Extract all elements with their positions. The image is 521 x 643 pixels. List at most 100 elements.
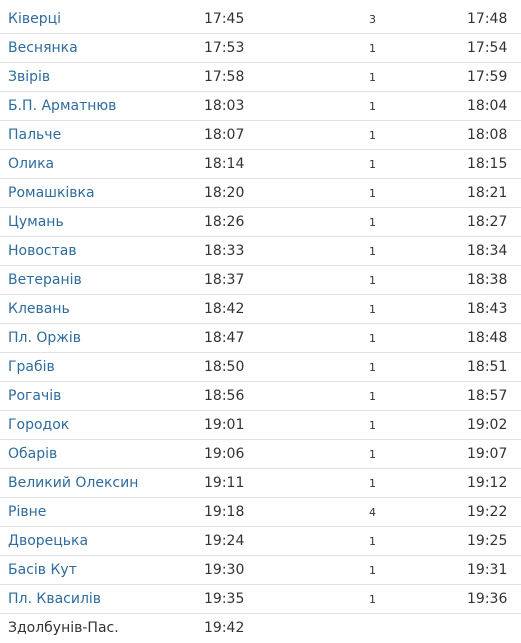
arrival-time: 17:53 — [204, 40, 245, 56]
station-link[interactable]: Дворецька — [8, 533, 89, 549]
stop-duration: 1 — [369, 332, 376, 345]
table-row: Новостав 18:33 1 18:34 — [0, 237, 521, 266]
station-link[interactable]: Клевань — [8, 301, 70, 317]
table-row: Городок 19:01 1 19:02 — [0, 411, 521, 440]
stop-duration: 1 — [369, 71, 376, 84]
stop-duration: 3 — [369, 13, 376, 26]
departure-time: 18:04 — [467, 98, 508, 114]
table-row: Б.П. Арматнюв 18:03 1 18:04 — [0, 92, 521, 121]
station-link[interactable]: Б.П. Арматнюв — [8, 98, 117, 114]
departure-time: 18:38 — [467, 272, 508, 288]
arrival-time: 18:26 — [204, 214, 245, 230]
departure-time: 19:02 — [467, 417, 508, 433]
table-row: Ромашківка 18:20 1 18:21 — [0, 179, 521, 208]
arrival-time: 18:50 — [204, 359, 245, 375]
arrival-time: 18:07 — [204, 127, 245, 143]
arrival-time: 19:01 — [204, 417, 245, 433]
stop-duration: 1 — [369, 158, 376, 171]
stop-duration: 1 — [369, 274, 376, 287]
station-link[interactable]: Грабів — [8, 359, 55, 375]
departure-time: 17:59 — [467, 69, 508, 85]
departure-time: 18:27 — [467, 214, 508, 230]
arrival-time: 19:24 — [204, 533, 245, 549]
table-row: Обарів 19:06 1 19:07 — [0, 440, 521, 469]
table-row: Ківерці 17:45 3 17:48 — [0, 5, 521, 34]
departure-time: 17:54 — [467, 40, 508, 56]
station-link[interactable]: Рогачів — [8, 388, 62, 404]
station-link[interactable]: Олика — [8, 156, 55, 172]
arrival-time: 18:20 — [204, 185, 245, 201]
table-row: Звірів 17:58 1 17:59 — [0, 63, 521, 92]
stop-duration: 1 — [369, 245, 376, 258]
departure-time: 19:31 — [467, 562, 508, 578]
station-link[interactable]: Ромашківка — [8, 185, 95, 201]
arrival-time: 19:42 — [204, 620, 245, 636]
stop-duration: 1 — [369, 593, 376, 606]
station-link[interactable]: Пл. Оржів — [8, 330, 82, 346]
departure-time: 18:43 — [467, 301, 508, 317]
arrival-time: 18:56 — [204, 388, 245, 404]
station-link[interactable]: Обарів — [8, 446, 58, 462]
arrival-time: 18:47 — [204, 330, 245, 346]
arrival-time: 19:06 — [204, 446, 245, 462]
table-row: Пл. Квасилів 19:35 1 19:36 — [0, 585, 521, 614]
station-link[interactable]: Ківерці — [8, 11, 61, 27]
station-link[interactable]: Ветеранів — [8, 272, 82, 288]
stop-duration: 4 — [369, 506, 376, 519]
departure-time: 18:48 — [467, 330, 508, 346]
departure-time: 18:34 — [467, 243, 508, 259]
departure-time: 18:21 — [467, 185, 508, 201]
stop-duration: 1 — [369, 187, 376, 200]
departure-time: 19:25 — [467, 533, 508, 549]
table-row: Олика 18:14 1 18:15 — [0, 150, 521, 179]
station-link[interactable]: Басів Кут — [8, 562, 77, 578]
table-row: Дворецька 19:24 1 19:25 — [0, 527, 521, 556]
station-link[interactable]: Цумань — [8, 214, 64, 230]
station-link[interactable]: Пальче — [8, 127, 62, 143]
arrival-time: 18:37 — [204, 272, 245, 288]
train-schedule-table: Ківерці 17:45 3 17:48 Веснянка 17:53 1 1… — [0, 5, 521, 642]
station-link[interactable]: Рівне — [8, 504, 47, 520]
table-row: Пальче 18:07 1 18:08 — [0, 121, 521, 150]
arrival-time: 17:58 — [204, 69, 245, 85]
station-link[interactable]: Пл. Квасилів — [8, 591, 102, 607]
table-row: Грабів 18:50 1 18:51 — [0, 353, 521, 382]
stop-duration: 1 — [369, 448, 376, 461]
station-link[interactable]: Великий Олексин — [8, 475, 139, 491]
table-row: Рогачів 18:56 1 18:57 — [0, 382, 521, 411]
arrival-time: 19:30 — [204, 562, 245, 578]
station-name: Здолбунів-Пас. — [8, 620, 119, 636]
arrival-time: 19:18 — [204, 504, 245, 520]
stop-duration: 1 — [369, 564, 376, 577]
station-link[interactable]: Веснянка — [8, 40, 78, 56]
departure-time: 19:07 — [467, 446, 508, 462]
table-row: Веснянка 17:53 1 17:54 — [0, 34, 521, 63]
departure-time: 18:51 — [467, 359, 508, 375]
departure-time: 17:48 — [467, 11, 508, 27]
stop-duration: 1 — [369, 129, 376, 142]
station-link[interactable]: Новостав — [8, 243, 77, 259]
departure-time: 19:22 — [467, 504, 508, 520]
arrival-time: 19:35 — [204, 591, 245, 607]
arrival-time: 19:11 — [204, 475, 245, 491]
arrival-time: 18:14 — [204, 156, 245, 172]
arrival-time: 18:42 — [204, 301, 245, 317]
stop-duration: 1 — [369, 42, 376, 55]
departure-time: 19:36 — [467, 591, 508, 607]
departure-time: 18:57 — [467, 388, 508, 404]
table-row: Рівне 19:18 4 19:22 — [0, 498, 521, 527]
table-row: Пл. Оржів 18:47 1 18:48 — [0, 324, 521, 353]
table-row: Здолбунів-Пас. 19:42 — [0, 614, 521, 642]
stop-duration: 1 — [369, 477, 376, 490]
table-row: Клевань 18:42 1 18:43 — [0, 295, 521, 324]
table-row: Басів Кут 19:30 1 19:31 — [0, 556, 521, 585]
station-link[interactable]: Городок — [8, 417, 70, 433]
table-row: Цумань 18:26 1 18:27 — [0, 208, 521, 237]
departure-time: 18:15 — [467, 156, 508, 172]
stop-duration: 1 — [369, 390, 376, 403]
stop-duration: 1 — [369, 535, 376, 548]
table-row: Великий Олексин 19:11 1 19:12 — [0, 469, 521, 498]
stop-duration: 1 — [369, 100, 376, 113]
station-link[interactable]: Звірів — [8, 69, 51, 85]
arrival-time: 18:33 — [204, 243, 245, 259]
